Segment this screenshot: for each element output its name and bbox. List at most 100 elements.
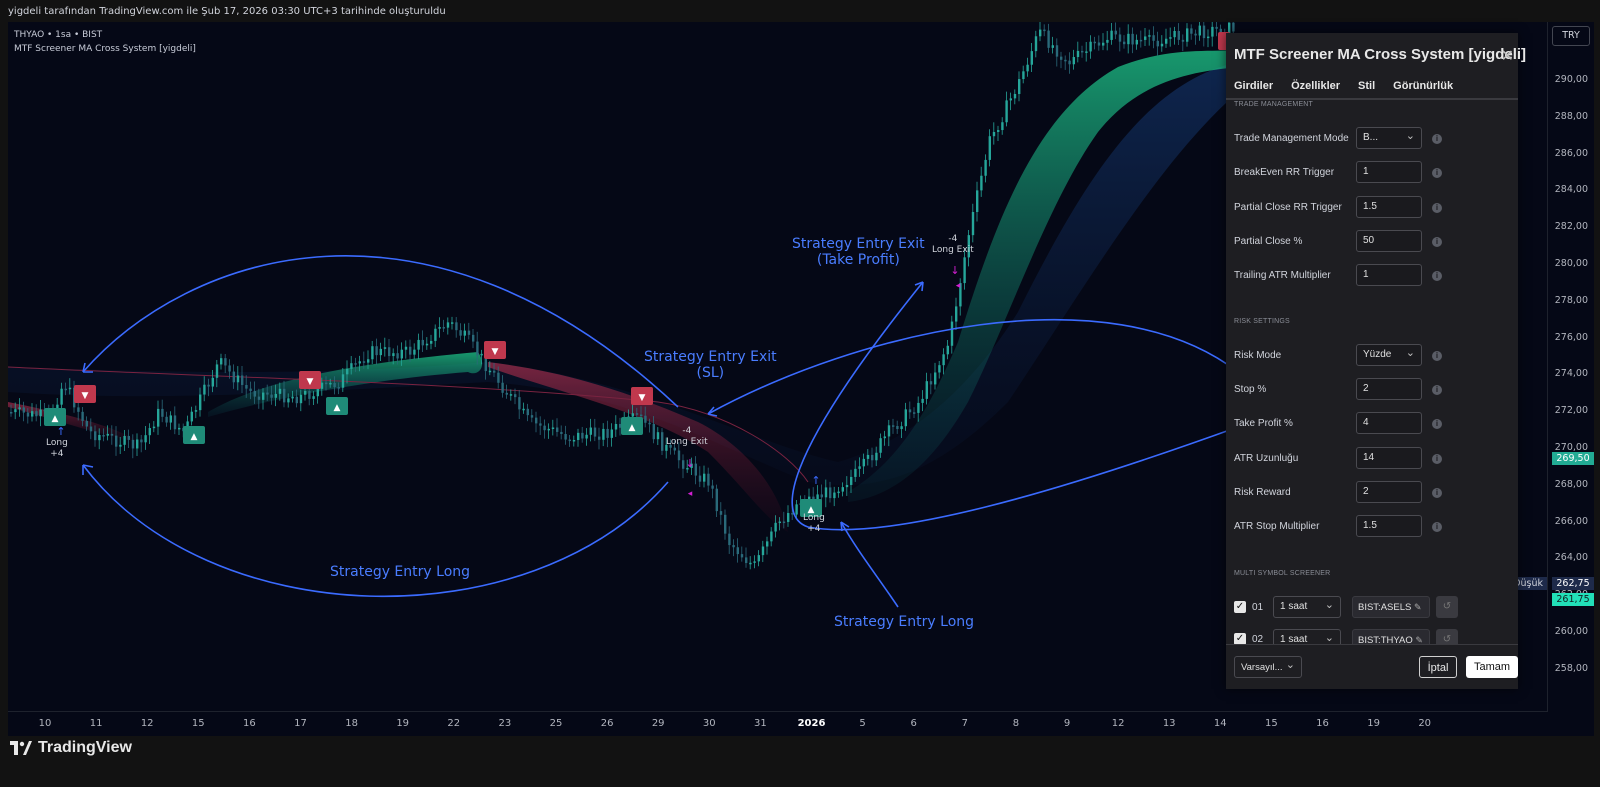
candle-body xyxy=(1081,50,1084,53)
reset-icon[interactable]: ↺ xyxy=(1436,596,1458,618)
trade-mode-select[interactable]: B... xyxy=(1356,127,1422,149)
candle-body xyxy=(329,382,332,385)
defaults-dropdown[interactable]: Varsayıl... xyxy=(1234,656,1302,678)
candle-body xyxy=(484,353,487,372)
symbol-legend[interactable]: THYAO • 1sa • BIST MTF Screener MA Cross… xyxy=(14,28,196,56)
info-icon[interactable]: i xyxy=(1432,237,1442,247)
time-axis[interactable]: 10 11 12 15 16 17 18 19 22 23 25 26 29 30 31 2026 5 6 7 8 9 1… xyxy=(8,711,1548,736)
candle-body xyxy=(652,424,655,440)
svg-text:▼: ▼ xyxy=(307,377,314,387)
candle-body xyxy=(820,494,823,498)
edit-icon[interactable]: ✎ xyxy=(1413,602,1422,612)
info-icon[interactable]: i xyxy=(1432,488,1442,498)
candle-body xyxy=(913,412,916,414)
tab-inputs[interactable]: Girdiler xyxy=(1234,80,1274,92)
screener-timeframe-select[interactable]: 1 saat xyxy=(1273,629,1341,645)
currency-badge[interactable]: TRY xyxy=(1552,26,1590,46)
info-icon[interactable]: i xyxy=(1432,351,1442,361)
price-tick: 284,00 xyxy=(1554,184,1588,196)
ok-button[interactable]: Tamam xyxy=(1466,656,1518,678)
candle-body xyxy=(127,435,130,440)
svg-text:◂: ◂ xyxy=(956,281,961,291)
candle-body xyxy=(1051,45,1054,48)
partial-close-rr-input[interactable]: 1.5 xyxy=(1356,196,1422,218)
candle-body xyxy=(1198,25,1201,36)
candle-body xyxy=(1097,42,1101,46)
candle-body xyxy=(992,131,996,137)
candle-body xyxy=(367,359,370,363)
close-icon[interactable]: ✕ xyxy=(1500,48,1514,65)
tab-properties[interactable]: Özellikler xyxy=(1291,80,1341,92)
screener-symbol-field[interactable]: BIST:ASELS ✎ xyxy=(1352,596,1430,618)
candle-body xyxy=(698,475,702,482)
candle-body xyxy=(438,327,441,329)
indicator-title[interactable]: MTF Screener MA Cross System [yigdeli] xyxy=(14,44,196,54)
dialog-footer: Varsayıl... İptal Tamam xyxy=(1226,644,1518,689)
candle-body xyxy=(694,463,697,476)
tradingview-logo[interactable]: TradingView xyxy=(10,739,132,757)
partial-close-pct-input[interactable]: 50 xyxy=(1356,230,1422,252)
info-icon[interactable]: i xyxy=(1432,203,1442,213)
time-tick: 18 xyxy=(345,718,358,729)
candle-body xyxy=(577,432,580,440)
candle-body xyxy=(703,473,706,482)
candle-body xyxy=(551,427,555,430)
candle-body xyxy=(988,136,991,160)
take-profit-input[interactable]: 4 xyxy=(1356,412,1422,434)
candle-body xyxy=(757,555,760,562)
svg-text:▲: ▲ xyxy=(191,432,198,442)
atr-stop-label: ATR Stop Multiplier xyxy=(1234,521,1320,532)
candle-body xyxy=(442,327,445,329)
cancel-button[interactable]: İptal xyxy=(1419,656,1457,678)
risk-reward-input[interactable]: 2 xyxy=(1356,481,1422,503)
candle-body xyxy=(1068,60,1071,65)
atr-length-input[interactable]: 14 xyxy=(1356,447,1422,469)
screener-symbol-field[interactable]: BIST:THYAO ✎ xyxy=(1352,629,1430,645)
candle-body xyxy=(308,391,311,399)
tab-visibility[interactable]: Görünürlük xyxy=(1393,80,1454,92)
info-icon[interactable]: i xyxy=(1432,168,1442,178)
indicator-settings-dialog[interactable]: MTF Screener MA Cross System [yigdeli] ✕… xyxy=(1226,33,1526,689)
symbol-title[interactable]: THYAO • 1sa • BIST xyxy=(14,30,103,40)
info-icon[interactable]: i xyxy=(1432,385,1442,395)
candle-body xyxy=(89,426,93,432)
candle-body xyxy=(1139,39,1143,42)
signal-long-label: Long +4 xyxy=(46,438,68,460)
info-icon[interactable]: i xyxy=(1432,271,1442,281)
time-tick: 26 xyxy=(600,718,614,729)
screener-row-checkbox[interactable]: ✓ xyxy=(1234,601,1246,613)
candle-body xyxy=(39,409,42,417)
candle-body xyxy=(26,412,30,417)
candle-body xyxy=(291,396,294,399)
info-icon[interactable]: i xyxy=(1432,134,1442,144)
info-icon[interactable]: i xyxy=(1432,419,1442,429)
screener-timeframe-select[interactable]: 1 saat xyxy=(1273,596,1341,618)
time-tick: 10 xyxy=(38,718,52,729)
info-icon[interactable]: i xyxy=(1432,454,1442,464)
price-chart: ▼ ▼ ▼ ▼ ▲ ▲ ▲ ▲ ▲ ↑ ↑ ↓ ↓ ◂ ◂ xyxy=(8,22,1239,608)
candle-body xyxy=(85,420,88,427)
risk-mode-select[interactable]: Yüzde xyxy=(1356,344,1422,366)
atr-stop-input[interactable]: 1.5 xyxy=(1356,515,1422,537)
tab-style[interactable]: Stil xyxy=(1358,80,1376,92)
price-tick: 288,00 xyxy=(1554,110,1588,122)
candle-body xyxy=(215,364,219,378)
edit-icon[interactable]: ✎ xyxy=(1415,635,1423,645)
price-axis[interactable]: TRY 290,00 288,00 286,00 284,00 282,00 280,00… xyxy=(1547,22,1594,712)
candle-body xyxy=(614,423,618,430)
breakeven-rr-input[interactable]: 1 xyxy=(1356,161,1422,183)
candle-body xyxy=(858,466,861,469)
candle-body xyxy=(304,391,307,395)
stop-pct-input[interactable]: 2 xyxy=(1356,378,1422,400)
info-icon[interactable]: i xyxy=(1432,522,1442,532)
candle-body xyxy=(1060,56,1063,60)
candle-body xyxy=(635,413,639,415)
candle-body xyxy=(1202,25,1206,39)
candle-body xyxy=(1064,59,1067,62)
reset-icon[interactable]: ↺ xyxy=(1436,629,1458,645)
candle-body xyxy=(1190,28,1193,34)
candle-body xyxy=(661,432,664,451)
trailing-atr-input[interactable]: 1 xyxy=(1356,264,1422,286)
price-tick: 280,00 xyxy=(1554,258,1588,269)
screener-row-checkbox[interactable]: ✓ xyxy=(1234,633,1246,645)
